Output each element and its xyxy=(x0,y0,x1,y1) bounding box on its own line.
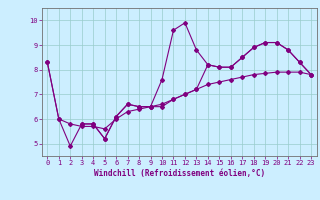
X-axis label: Windchill (Refroidissement éolien,°C): Windchill (Refroidissement éolien,°C) xyxy=(94,169,265,178)
